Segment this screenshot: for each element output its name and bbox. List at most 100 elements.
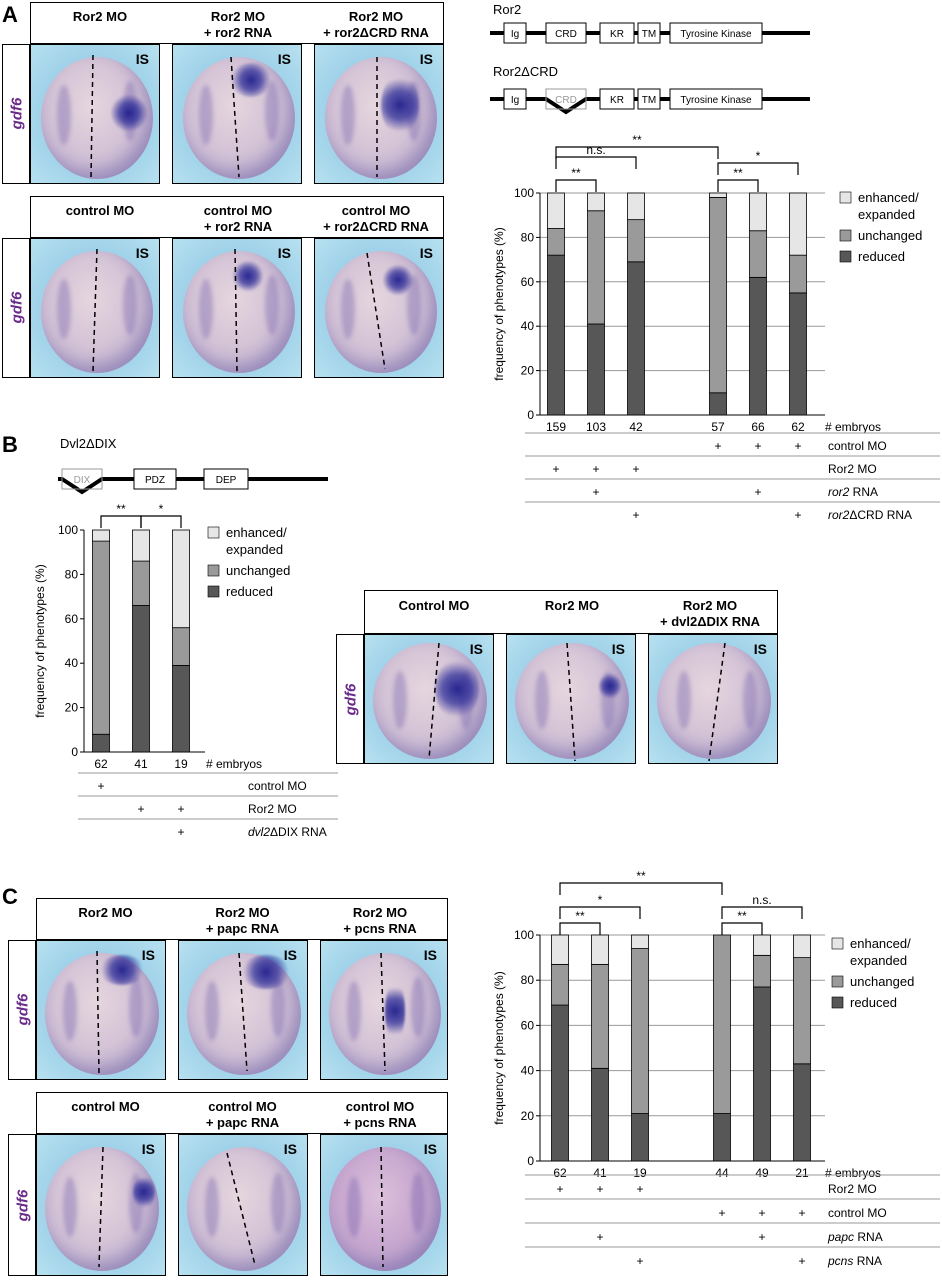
condition-label: pcns RNA	[827, 1254, 882, 1268]
embryo-count-title: # embryos	[825, 420, 881, 434]
domain-label: DEP	[216, 475, 237, 486]
bar-segment-reduced	[547, 254, 565, 416]
significance-bracket	[555, 156, 637, 169]
condition-label: ror2 RNA	[828, 485, 878, 499]
legend-label: unchanged	[850, 974, 914, 989]
embryo-count-label: 103	[586, 420, 606, 434]
bar-segment-reduced	[627, 261, 645, 416]
embryo-image: IS	[30, 238, 160, 378]
header-label: control MO	[345, 1099, 415, 1114]
bar-segment-enhancedexpanded	[587, 192, 605, 212]
bar-segment-enhancedexpanded	[551, 934, 569, 965]
embryo-count-label: 19	[633, 1166, 647, 1180]
bar-segment-enhancedexpanded	[793, 934, 811, 959]
legend-swatch	[831, 996, 844, 1009]
embryo-count-label: 159	[546, 420, 566, 434]
y-axis-label: frequency of phenotypes (%)	[492, 227, 506, 380]
y-axis-label: frequency of phenotypes (%)	[33, 564, 47, 717]
dvl2-diagram-svg: DIX PDZ DEP	[58, 468, 328, 495]
significance-label: n.s.	[752, 893, 771, 907]
header-label: Ror2 MO	[544, 598, 600, 613]
y-tick-label: 80	[521, 973, 535, 987]
embryo-count-label: 62	[553, 1166, 567, 1180]
header-label: control MO	[341, 203, 411, 218]
significance-label: **	[116, 502, 126, 516]
panel-letter-c: C	[2, 884, 18, 909]
header-label: control MO	[65, 203, 135, 218]
condition-plus: +	[177, 825, 184, 839]
condition-plus: +	[636, 1254, 643, 1268]
embryo-image: IS	[36, 1134, 166, 1276]
embryo-image: IS	[320, 940, 448, 1080]
domain-label: PDZ	[145, 475, 165, 486]
panel-a-bottom-header: control MO control MO + ror2 RNA control …	[30, 196, 444, 238]
header-sublabel: + pcns RNA	[343, 921, 417, 936]
legend-swatch	[839, 250, 852, 263]
significance-label: *	[756, 149, 761, 163]
embryo-count-label: 42	[629, 420, 643, 434]
panel-a-top-header: Ror2 MO Ror2 MO + ror2 RNA Ror2 MO + ror2Δ…	[30, 2, 444, 44]
panel-c-top-header: Ror2 MO Ror2 MO + papc RNA Ror2 MO + pcns …	[36, 898, 448, 940]
bar-segment-reduced	[749, 276, 767, 416]
domain-label: DIX	[74, 475, 91, 486]
legend-label: enhanced/	[850, 936, 911, 951]
legend-swatch	[839, 229, 852, 242]
condition-label: papc RNA	[827, 1230, 883, 1244]
bar-segment-enhancedexpanded	[749, 192, 767, 232]
legend-swatch	[207, 526, 220, 539]
significance-label: **	[733, 166, 743, 180]
bar-segment-reduced	[753, 986, 771, 1162]
condition-plus: +	[632, 462, 639, 476]
condition-label: ror2ΔCRD RNA	[828, 508, 912, 522]
bar-segment-enhancedexpanded	[172, 529, 190, 629]
condition-plus: +	[798, 1206, 805, 1220]
condition-plus: +	[97, 779, 104, 793]
header-sublabel: + papc RNA	[205, 921, 280, 936]
is-label: IS	[423, 947, 437, 963]
y-tick-label: 0	[71, 745, 78, 759]
bar-segment-enhancedexpanded	[591, 934, 609, 965]
significance-label: **	[575, 909, 585, 923]
legend-label: reduced	[850, 995, 897, 1010]
embryo-image: IS	[178, 1134, 308, 1276]
y-tick-label: 60	[65, 612, 79, 626]
condition-plus: +	[632, 508, 639, 522]
legend-swatch	[207, 564, 220, 577]
condition-plus: +	[758, 1230, 765, 1244]
panel-a-chart: frequency of phenotypes (%) 0 20 40 60 80 100 1…	[492, 133, 940, 522]
embryo-count-label: 62	[791, 420, 805, 434]
header-label: Ror2 MO	[78, 905, 133, 920]
embryo-image: IS	[320, 1134, 448, 1276]
y-tick-label: 60	[521, 1018, 535, 1032]
embryo-image: IS	[30, 44, 160, 184]
header-sublabel: + ror2 RNA	[203, 219, 273, 234]
legend-label: expanded	[858, 207, 915, 222]
bar-segment-unchanged	[713, 934, 731, 1114]
bar-segment-unchanged	[591, 963, 609, 1069]
bar-segment-reduced	[631, 1113, 649, 1162]
y-tick-label: 100	[514, 928, 534, 942]
legend-swatch	[207, 585, 220, 598]
embryo-image: IS	[172, 44, 302, 184]
significance-bracket	[721, 906, 803, 919]
header-sublabel: + ror2ΔCRD RNA	[323, 219, 429, 234]
is-label: IS	[141, 1141, 155, 1157]
embryo-count-label: 57	[711, 420, 725, 434]
significance-bracket	[717, 162, 799, 175]
y-tick-label: 40	[65, 656, 79, 670]
header-label: Ror2 MO	[682, 598, 738, 613]
is-label: IS	[469, 641, 483, 657]
header-sublabel: + dvl2ΔDIX RNA	[659, 614, 760, 629]
embryo-image: IS	[36, 940, 166, 1080]
embryo-image: IS	[506, 634, 636, 764]
condition-plus: +	[596, 1230, 603, 1244]
is-label: IS	[141, 947, 155, 963]
condition-plus: +	[592, 462, 599, 476]
embryo-image: IS	[314, 238, 444, 378]
condition-label: Ror2 MO	[828, 462, 877, 476]
condition-plus: +	[754, 485, 761, 499]
condition-label: control MO	[248, 779, 307, 793]
panel-c-chart: frequency of phenotypes (%) 0 20 40 60 80 100 6…	[492, 870, 940, 1268]
condition-plus: +	[794, 508, 801, 522]
embryo-count-title: # embryos	[825, 1166, 881, 1180]
